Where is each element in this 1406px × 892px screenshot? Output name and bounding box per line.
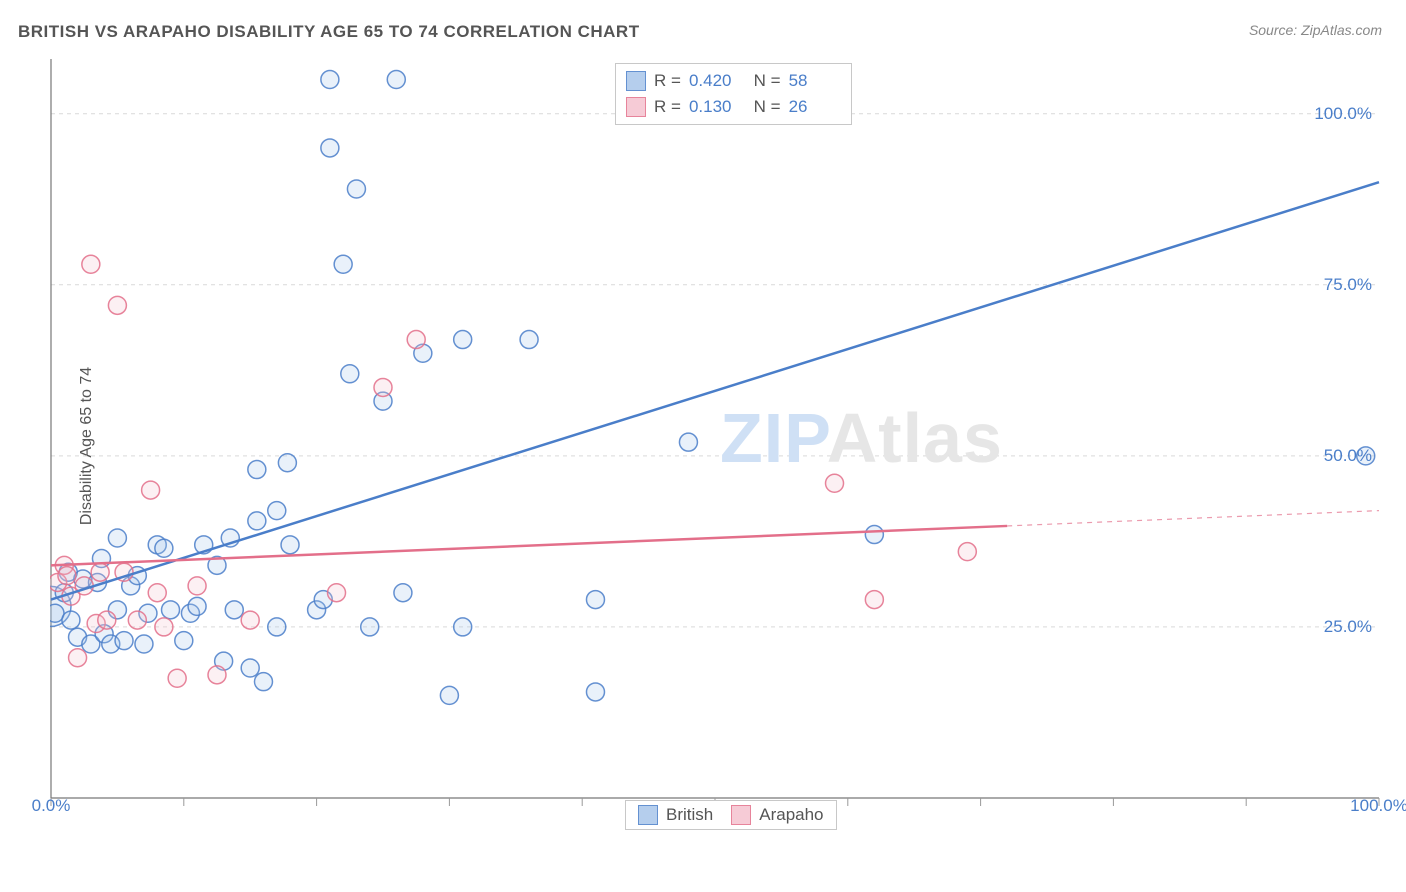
- y-tick-label: 75.0%: [1324, 275, 1372, 295]
- legend-item: Arapaho: [731, 805, 823, 825]
- stat-r-value: 0.130: [689, 94, 741, 120]
- chart-title: BRITISH VS ARAPAHO DISABILITY AGE 65 TO …: [18, 22, 640, 42]
- stat-n-label: N =: [749, 94, 781, 120]
- stat-r-label: R =: [654, 68, 681, 94]
- series-swatch: [638, 805, 658, 825]
- x-tick-label: 0.0%: [32, 796, 71, 816]
- legend-label: Arapaho: [759, 805, 823, 825]
- series-swatch: [626, 97, 646, 117]
- stats-row: R = 0.130 N = 26: [626, 94, 841, 120]
- scatter-chart: [50, 58, 1380, 828]
- series-swatch: [626, 71, 646, 91]
- stats-legend: R = 0.420 N = 58 R = 0.130 N = 26: [615, 63, 852, 125]
- stat-r-label: R =: [654, 94, 681, 120]
- x-tick-label: 100.0%: [1350, 796, 1406, 816]
- series-legend: British Arapaho: [625, 800, 837, 830]
- legend-label: British: [666, 805, 713, 825]
- stat-n-value: 58: [789, 68, 841, 94]
- y-tick-label: 50.0%: [1324, 446, 1372, 466]
- plot-area: ZIPAtlas 25.0%50.0%75.0%100.0% 0.0%100.0…: [50, 58, 1380, 828]
- legend-item: British: [638, 805, 713, 825]
- series-swatch: [731, 805, 751, 825]
- y-tick-label: 100.0%: [1314, 104, 1372, 124]
- y-tick-label: 25.0%: [1324, 617, 1372, 637]
- source-attribution: Source: ZipAtlas.com: [1249, 22, 1382, 38]
- stat-n-value: 26: [789, 94, 841, 120]
- stat-n-label: N =: [749, 68, 781, 94]
- stat-r-value: 0.420: [689, 68, 741, 94]
- stats-row: R = 0.420 N = 58: [626, 68, 841, 94]
